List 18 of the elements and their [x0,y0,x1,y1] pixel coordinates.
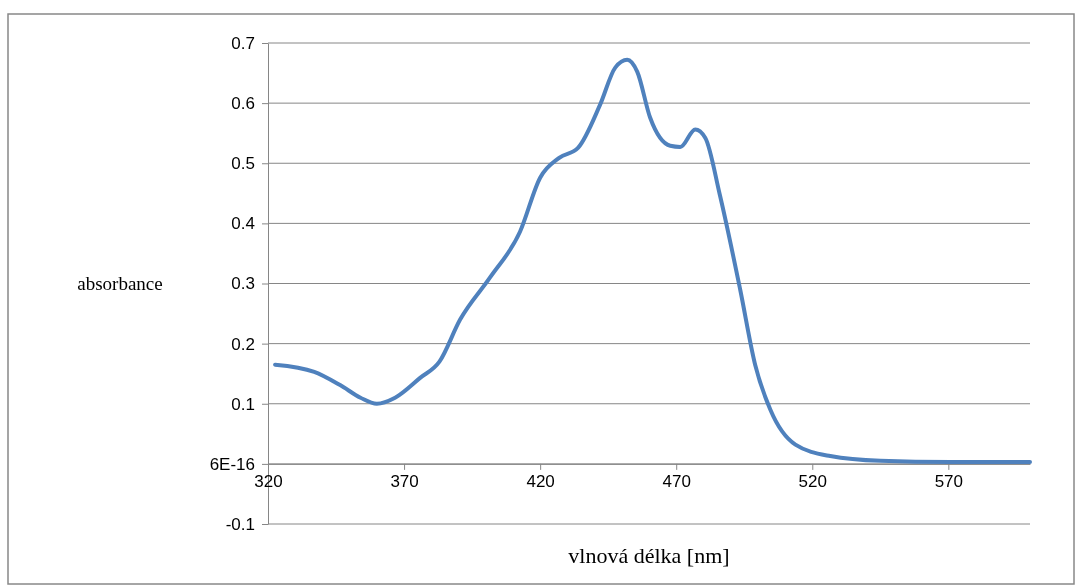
x-tick-label: 520 [798,471,827,491]
y-tick-label: -0.1 [225,514,255,534]
x-axis-title: vlnová délka [nm] [568,543,730,568]
x-tick-label: 320 [254,471,283,491]
x-tick-label: 420 [526,471,555,491]
y-tick-label: 0.5 [231,154,255,174]
y-tick-label: 0.2 [231,334,255,354]
y-tick-label: 6E-16 [209,454,255,474]
x-tick-label: 470 [662,471,691,491]
line-series [273,57,1032,465]
y-tick-label: 0.4 [231,214,255,234]
y-tick-label: 0.6 [231,94,255,114]
y-tick-label: 0.1 [231,394,255,414]
y-tick-label: 0.7 [231,33,255,53]
y-tick-label: 0.3 [231,274,255,294]
x-tick-label: 370 [390,471,419,491]
x-tick-label: 570 [934,471,964,491]
y-axis-title: absorbance [77,272,163,294]
